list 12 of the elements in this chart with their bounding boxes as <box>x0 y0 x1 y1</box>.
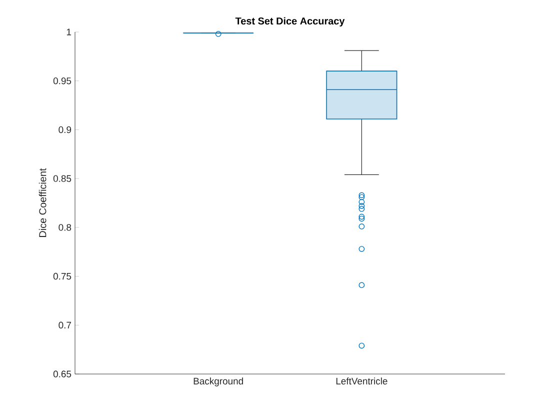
y-axis-title: Dice Coefficient <box>38 168 46 237</box>
x-tick-label: LeftVentricle <box>336 378 388 384</box>
x-tick-label: Background <box>194 378 243 386</box>
y-tick-label: 0.8 <box>58 224 72 231</box>
chart-title: Test Set Dice Accuracy <box>235 17 345 26</box>
y-tick-label: 0.9 <box>58 126 72 134</box>
y-tick-label: 0.95 <box>53 78 72 84</box>
y-tick-label: 1 <box>66 28 72 36</box>
y-tick-label: 0.65 <box>53 370 72 378</box>
y-tick-label: 0.75 <box>53 272 72 280</box>
y-tick-label: 0.7 <box>58 322 72 328</box>
y-tick-label: 0.85 <box>53 175 72 182</box>
